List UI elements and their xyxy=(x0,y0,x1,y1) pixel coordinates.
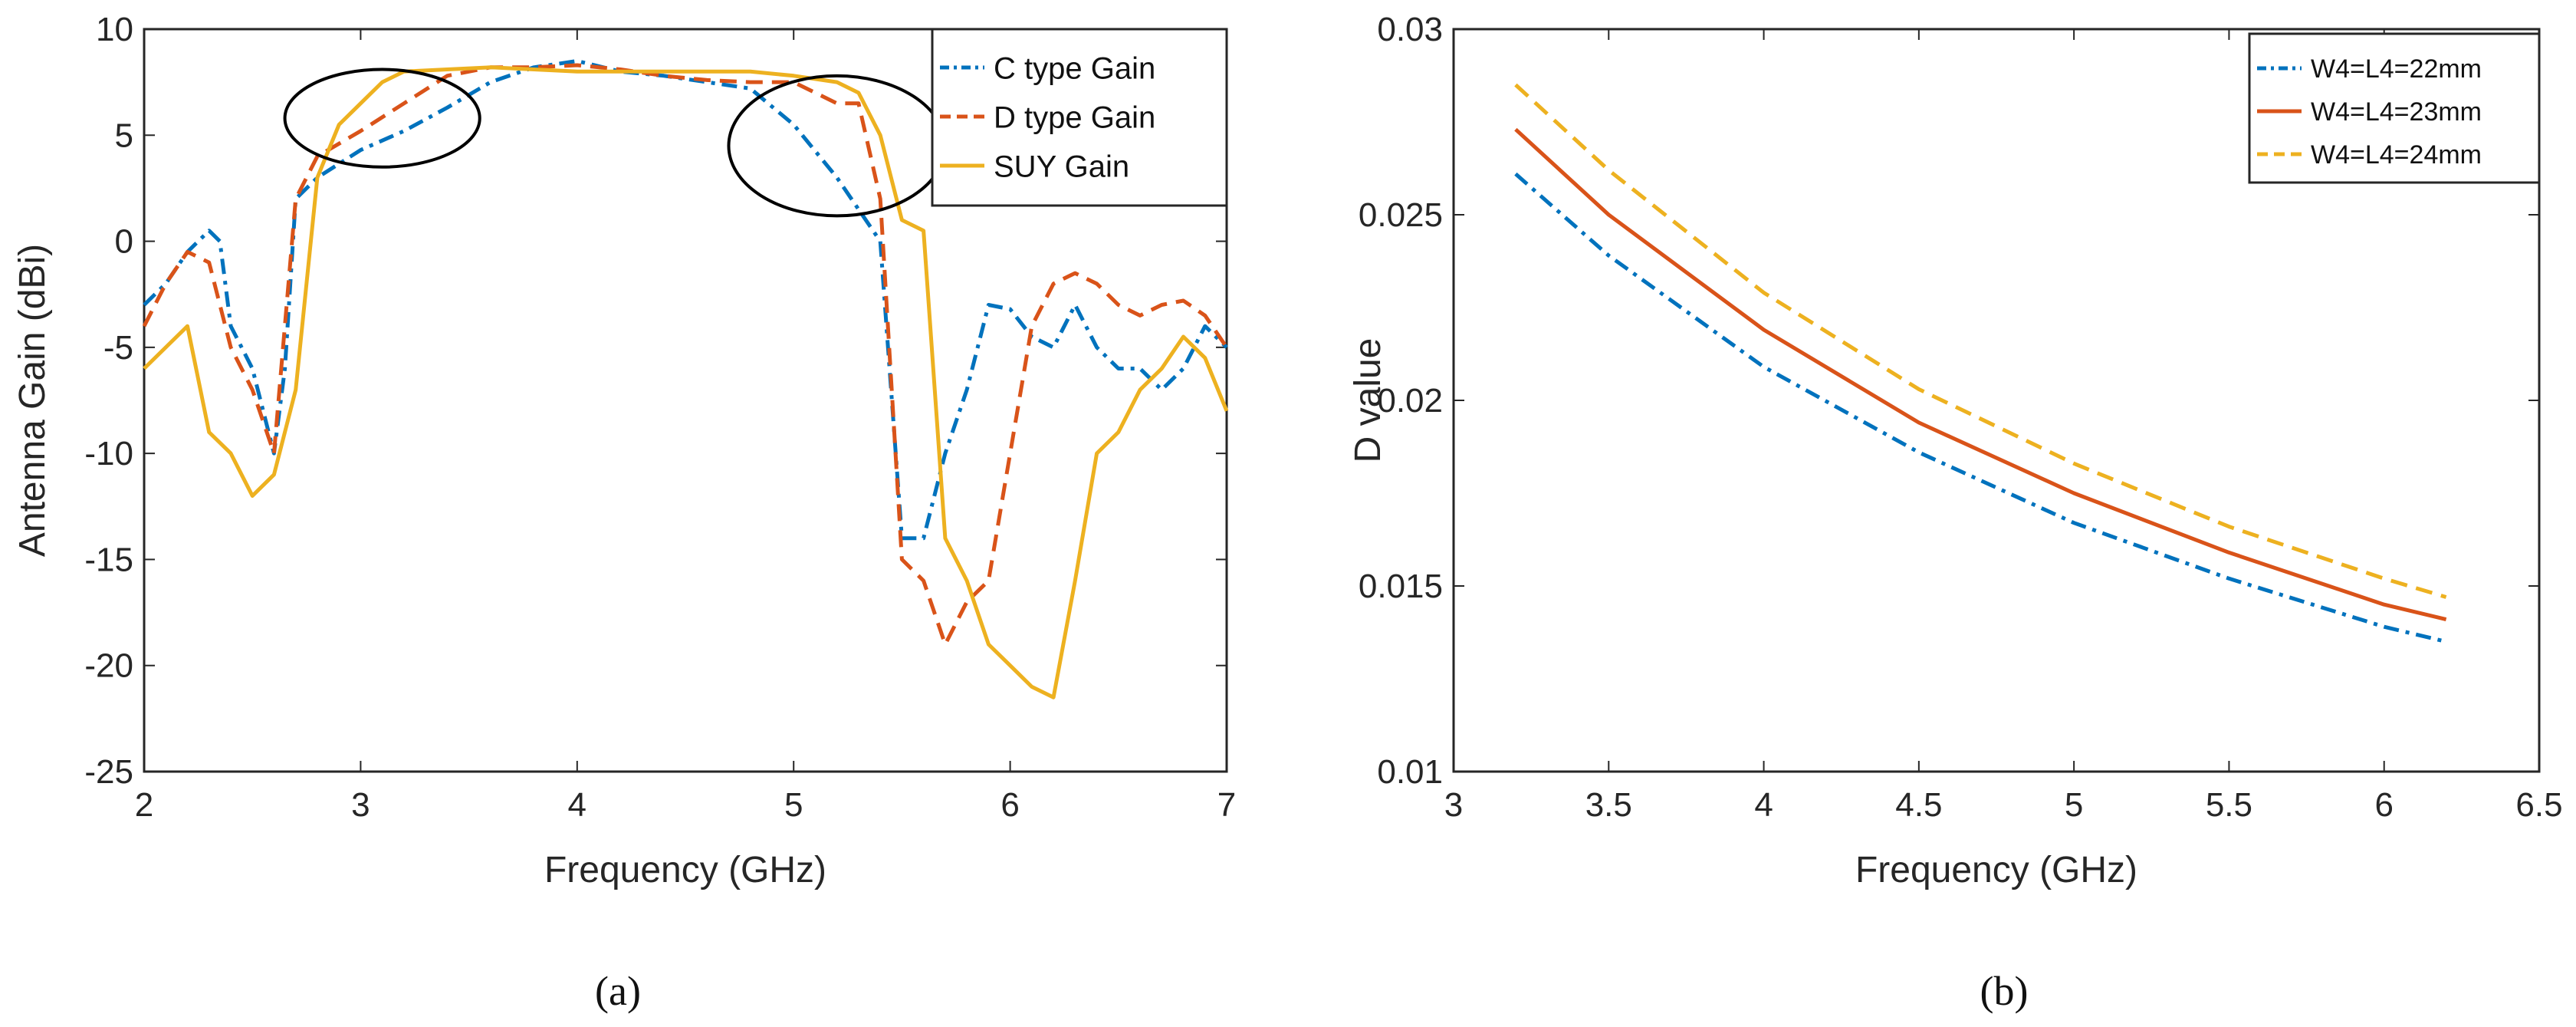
chart-a-ticks: 2 3 4 5 6 7 10 5 0 -5 -10 -15 -20 -25 xyxy=(84,11,1236,824)
legend-label: W4=L4=23mm xyxy=(2311,97,2482,127)
series-line-w4-l4-23mm xyxy=(1514,127,2447,622)
y-tick-label: 0.025 xyxy=(1359,196,1443,234)
chart-a-caption: (a) xyxy=(595,968,641,1014)
highlight-ellipse xyxy=(283,67,481,169)
legend-label: W4=L4=22mm xyxy=(2311,54,2482,84)
legend-label: C type Gain xyxy=(994,51,1155,85)
series-line-suy-gain xyxy=(143,65,1229,699)
chart-a-series xyxy=(142,59,1229,699)
y-tick-label: -25 xyxy=(84,753,133,791)
chart-b-ticks: 3 3.5 4 4.5 5 5.5 6 6.5 0.03 0.025 0.02 0.015 0.01 xyxy=(1359,11,2563,824)
y-tick-label: 0.02 xyxy=(1377,382,1443,420)
x-tick-label: 3 xyxy=(1444,786,1463,824)
y-tick-label: 10 xyxy=(96,11,133,48)
series-line-w4-l4-22mm xyxy=(1514,172,2447,644)
series-line-w4-l4-24mm xyxy=(1514,83,2447,599)
chart-b-series xyxy=(1514,83,2447,644)
x-tick-label: 4 xyxy=(568,786,586,824)
y-tick-label: -10 xyxy=(84,435,133,472)
y-tick-label: 5 xyxy=(115,117,133,154)
chart-a-legend: C type Gain D type Gain SUY Gain xyxy=(931,28,1228,207)
x-tick-label: 4.5 xyxy=(1895,786,1942,824)
legend-label: D type Gain xyxy=(994,100,1155,134)
y-tick-label: -20 xyxy=(84,647,133,685)
legend-box xyxy=(2248,32,2541,184)
y-tick-label: 0.03 xyxy=(1377,11,1443,48)
chart-b-legend: W4=L4=22mm W4=L4=23mm W4=L4=24mm xyxy=(2248,32,2541,184)
legend-label: W4=L4=24mm xyxy=(2311,140,2482,170)
chart-b-ylabel: D value xyxy=(1348,338,1388,463)
x-tick-label: 7 xyxy=(1217,786,1236,824)
x-tick-label: 6 xyxy=(2374,786,2393,824)
x-tick-label: 3.5 xyxy=(1585,786,1632,824)
x-tick-label: 4 xyxy=(1754,786,1773,824)
x-tick-label: 5 xyxy=(784,786,803,824)
series-line-d-type-gain xyxy=(142,63,1229,647)
chart-a-xlabel: Frequency (GHz) xyxy=(544,850,826,890)
y-tick-label: 0 xyxy=(115,223,133,261)
y-tick-label: 0.015 xyxy=(1359,568,1443,605)
y-tick-label: 0.01 xyxy=(1377,753,1443,791)
x-tick-label: 6.5 xyxy=(2515,786,2562,824)
chart-a: 2 3 4 5 6 7 10 5 0 -5 -10 -15 -20 -25 C type Gain D ty… xyxy=(12,11,1236,1014)
x-tick-label: 6 xyxy=(1001,786,1019,824)
y-tick-label: -15 xyxy=(84,541,133,578)
y-tick-label: -5 xyxy=(104,329,133,367)
chart-b-xlabel: Frequency (GHz) xyxy=(1855,850,2137,890)
x-tick-label: 2 xyxy=(135,786,153,824)
legend-label: SUY Gain xyxy=(994,150,1129,183)
chart-a-ylabel: Antenna Gain (dBi) xyxy=(12,244,53,557)
x-tick-label: 5 xyxy=(2065,786,2083,824)
chart-b-caption: (b) xyxy=(1980,968,2029,1014)
chart-b: 3 3.5 4 4.5 5 5.5 6 6.5 0.03 0.025 0.02 0.015 0.01 W… xyxy=(1348,11,2563,1014)
x-tick-label: 5.5 xyxy=(2206,786,2252,824)
x-tick-label: 3 xyxy=(351,786,370,824)
series-line-c-type-gain xyxy=(143,59,1228,541)
